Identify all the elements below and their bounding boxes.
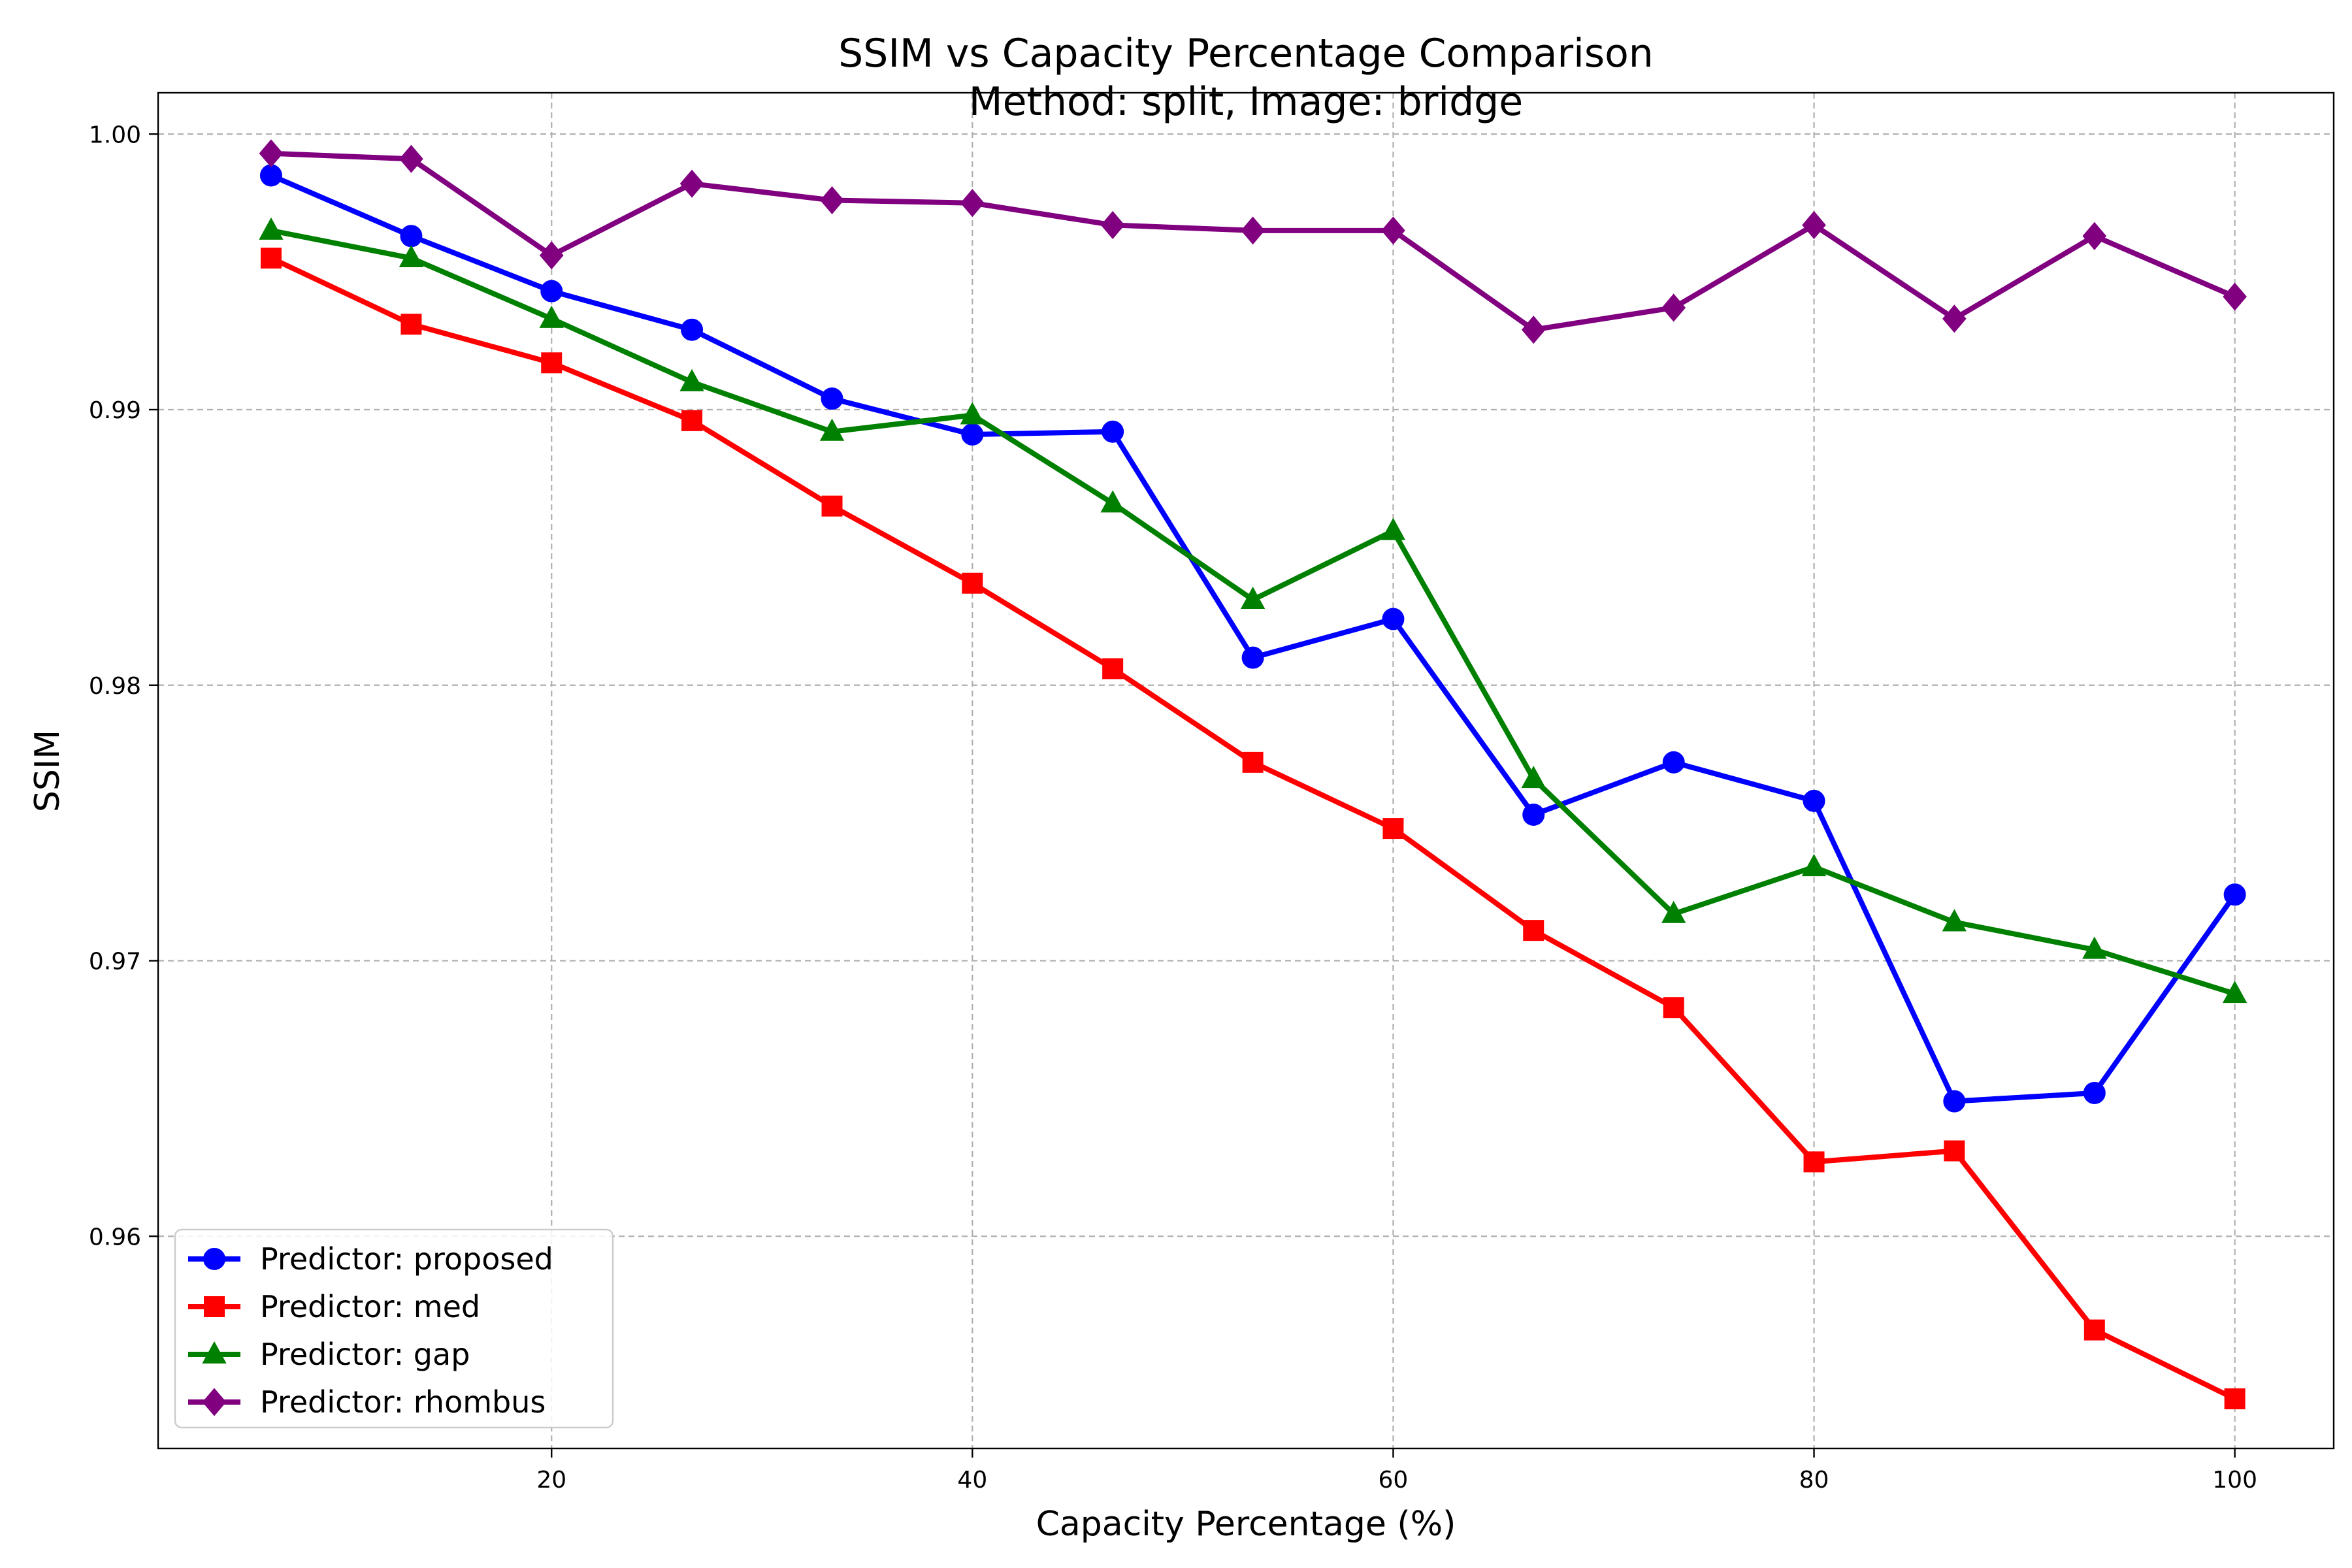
data-point	[400, 225, 423, 248]
x-axis-label: Capacity Percentage (%)	[1036, 1505, 1456, 1544]
data-point	[962, 572, 983, 594]
data-point	[1241, 646, 1264, 669]
series-circle	[259, 164, 2246, 1113]
data-point	[821, 495, 843, 517]
data-point	[2083, 1319, 2105, 1341]
data-point	[679, 169, 704, 198]
data-point	[2082, 221, 2107, 250]
chart-subtitle: Method: split, Image: bridge	[969, 79, 1523, 125]
data-point	[1102, 420, 1124, 443]
legend-label: Predictor: proposed	[260, 1241, 553, 1277]
data-point	[400, 314, 422, 335]
data-point	[1523, 920, 1544, 941]
data-point	[1100, 490, 1125, 513]
data-point	[1240, 586, 1266, 610]
legend-label: Predictor: med	[260, 1289, 480, 1324]
data-point	[1382, 818, 1404, 840]
series-layer	[259, 139, 2247, 1410]
legend-label: Predictor: rhombus	[260, 1384, 546, 1420]
data-point	[681, 318, 704, 341]
plot-frame	[157, 91, 2335, 1450]
x-tick-label: 80	[1799, 1467, 1829, 1494]
data-point	[1801, 854, 1827, 877]
data-point	[1803, 789, 1825, 812]
data-point	[1242, 751, 1264, 773]
data-point	[1521, 766, 1546, 789]
legend-item: Predictor: rhombus	[188, 1384, 546, 1420]
data-point	[2082, 936, 2107, 959]
legend-item: Predictor: gap	[188, 1337, 470, 1372]
data-point	[259, 139, 284, 168]
data-point	[1102, 658, 1124, 679]
x-tick-label: 20	[536, 1467, 566, 1494]
data-point	[1522, 803, 1545, 826]
axis-ticks: 20 40 60 80 100 0.96 0.97 0.98 0.99 1.00	[89, 122, 2257, 1494]
legend: Predictor: proposed Predictor: med Predict…	[174, 1228, 614, 1429]
series-diamond	[259, 139, 2247, 344]
data-point	[2223, 883, 2246, 906]
data-point	[819, 418, 845, 441]
chart-title: SSIM vs Capacity Percentage Comparison	[838, 31, 1654, 76]
data-point	[681, 410, 703, 431]
data-point	[1661, 293, 1686, 322]
x-tick-label: 100	[2212, 1467, 2257, 1494]
data-point	[1382, 608, 1405, 630]
data-point	[1942, 304, 1967, 333]
legend-marker	[202, 1388, 227, 1416]
data-point	[1944, 1140, 1965, 1162]
y-tick-label: 0.96	[89, 1224, 141, 1250]
data-point	[960, 402, 985, 425]
series-triangle	[259, 217, 2247, 1004]
y-axis-label: SSIM	[28, 730, 67, 812]
legend-label: Predictor: gap	[260, 1337, 470, 1372]
data-point	[1100, 210, 1125, 239]
legend-box	[174, 1228, 614, 1429]
data-point	[541, 352, 563, 374]
data-point	[1381, 216, 1405, 245]
data-point	[2222, 981, 2247, 1004]
data-point	[259, 164, 282, 187]
data-point	[1662, 751, 1685, 774]
data-point	[821, 387, 843, 410]
data-point	[2083, 1081, 2106, 1104]
data-point	[1521, 316, 1546, 344]
y-tick-label: 0.97	[89, 949, 141, 975]
data-point	[2224, 1388, 2246, 1410]
y-tick-label: 0.98	[89, 673, 141, 700]
data-point	[1802, 210, 1826, 239]
legend-marker	[203, 1248, 225, 1270]
data-point	[399, 244, 424, 268]
data-point	[1943, 1090, 1966, 1113]
data-point	[1241, 216, 1265, 245]
series-square	[260, 248, 2246, 1410]
data-point	[260, 248, 282, 269]
data-point	[960, 189, 985, 218]
data-point	[1661, 900, 1686, 923]
data-point	[1942, 909, 1967, 932]
data-point	[540, 280, 563, 302]
data-point	[2223, 282, 2247, 311]
x-tick-label: 40	[957, 1467, 987, 1494]
data-point	[539, 305, 564, 328]
series-line	[268, 172, 2238, 1104]
data-point	[679, 368, 704, 391]
data-point	[961, 423, 984, 446]
data-point	[820, 186, 844, 215]
data-point	[399, 144, 423, 173]
legend-marker	[204, 1296, 225, 1317]
legend-item: Predictor: proposed	[188, 1241, 553, 1277]
series-line	[268, 227, 2238, 997]
data-point	[539, 241, 564, 270]
y-tick-label: 0.99	[89, 397, 141, 424]
data-point	[1663, 997, 1684, 1019]
data-point	[1803, 1151, 1825, 1173]
data-point	[1380, 517, 1406, 540]
legend-marker	[202, 1341, 227, 1364]
data-point	[259, 217, 284, 240]
series-line	[268, 255, 2238, 1402]
y-tick-label: 1.00	[89, 122, 141, 148]
x-tick-label: 60	[1379, 1467, 1409, 1494]
legend-item: Predictor: med	[188, 1289, 480, 1324]
